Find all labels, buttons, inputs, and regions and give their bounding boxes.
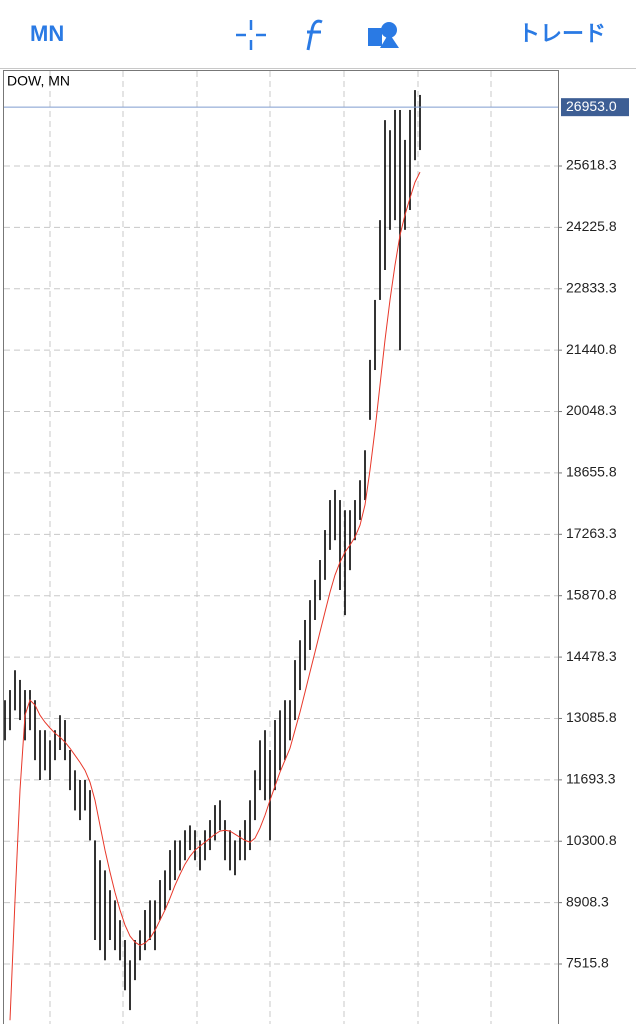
y-tick-label: 10300.8 — [566, 832, 617, 848]
crosshair-icon[interactable] — [236, 20, 266, 50]
y-tick-label: 11693.3 — [566, 771, 616, 787]
y-tick-label: 13085.8 — [566, 709, 617, 725]
y-tick-label: 8908.3 — [566, 893, 609, 909]
current-price-box — [561, 98, 629, 117]
timeframe-button[interactable]: MN — [30, 21, 64, 46]
vertical-grid — [49, 71, 492, 1024]
plot — [4, 90, 558, 1021]
y-tick-label: 14478.3 — [566, 648, 617, 664]
y-tick-label: 18655.8 — [566, 464, 617, 480]
y-tick-label: 24225.8 — [566, 218, 617, 234]
current-price-label: 26953.0 — [566, 98, 617, 114]
y-tick-label: 20048.3 — [566, 402, 617, 418]
moving-average — [9, 171, 421, 1021]
chart-title: DOW, MN — [7, 73, 70, 89]
indicator-icon[interactable] — [306, 19, 323, 51]
y-tick-label: 15870.8 — [566, 586, 617, 602]
y-tick-label: 22833.3 — [566, 279, 617, 295]
toolbar — [0, 0, 636, 68]
plot-frame — [3, 70, 559, 1024]
y-tick-label: 17263.3 — [566, 525, 617, 541]
y-tick-label: 25618.3 — [566, 157, 617, 173]
y-tick-label: 7515.8 — [566, 955, 609, 971]
trade-button[interactable]: トレード — [518, 21, 606, 46]
y-tick-label: 21440.8 — [566, 341, 617, 357]
objects-icon[interactable] — [368, 22, 399, 48]
